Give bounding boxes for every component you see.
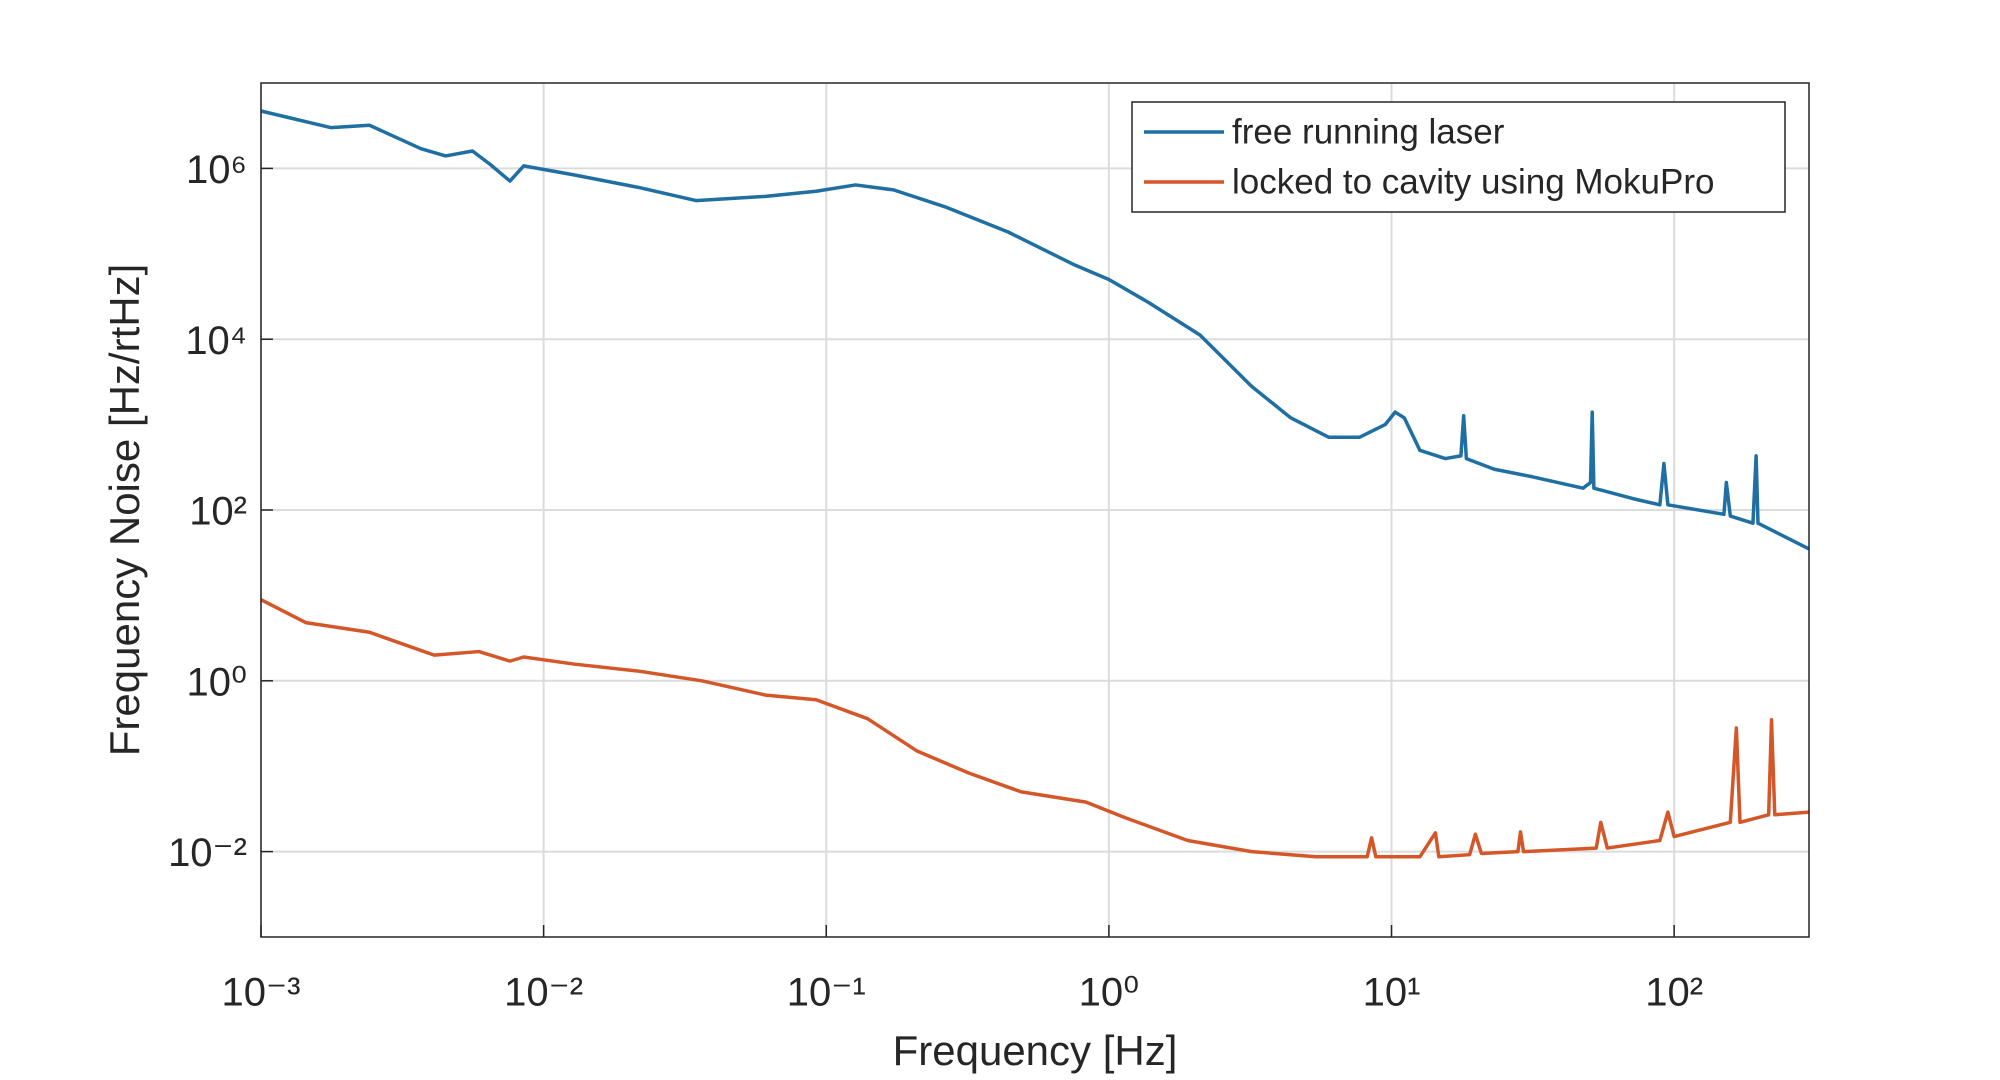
x-axis-label: Frequency [Hz]: [893, 1027, 1178, 1074]
x-tick-label: 10⁻²: [504, 971, 583, 1015]
legend-box: [1131, 101, 1786, 213]
series-line: [260, 598, 1810, 859]
lines: [260, 109, 1810, 859]
y-tick-label: 10⁰: [186, 660, 247, 704]
y-tick-label: 10²: [189, 490, 247, 534]
x-tick-label: 10⁻¹: [787, 971, 866, 1015]
y-tick-label: 10⁴: [185, 319, 247, 363]
series-line: [260, 109, 1810, 551]
legend-label: locked to cavity using MokuPro: [1232, 162, 1714, 201]
x-tick-label: 10²: [1645, 971, 1703, 1015]
x-tick-label: 10¹: [1363, 971, 1421, 1015]
y-tick-label: 10⁶: [186, 148, 247, 192]
legend: free running laser locked to cavity using…: [1131, 101, 1786, 213]
legend-label: free running laser: [1232, 112, 1505, 151]
x-tick-label: 10⁻³: [222, 971, 301, 1015]
y-tick-label: 10⁻²: [168, 831, 247, 875]
y-axis-label: Frequency Noise [Hz/rtHz]: [101, 264, 148, 756]
x-tick-label: 10⁰: [1079, 971, 1140, 1015]
ticks: 10⁻³ 10⁻² 10⁻¹ 10⁰ 10¹ 10² 10⁻² 10⁰ 10² 10⁴ 10⁶: [168, 148, 1703, 1015]
